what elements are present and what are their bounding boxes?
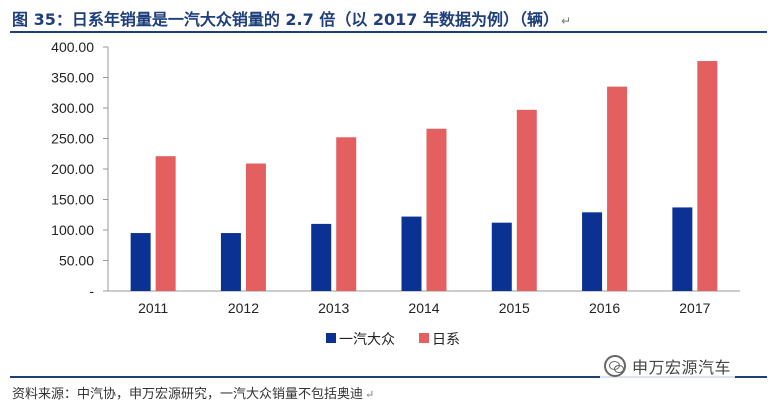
bar-faw-vw [401, 216, 422, 291]
legend-swatch [419, 333, 429, 343]
y-tick-label: 250.00 [51, 131, 94, 147]
figure-title-text: 图 35：日系年销量是一汽大众销量的 2.7 倍（以 2017 年数据为例）（辆… [12, 10, 559, 29]
source-text: 资料来源：中汽协，申万宏源研究，一汽大众销量不包括奥迪 [12, 387, 364, 402]
bar-japanese [697, 61, 718, 291]
y-tick-label: 100.00 [51, 222, 94, 238]
bar-faw-vw [491, 222, 512, 291]
bar-faw-vw [130, 233, 151, 291]
watermark: 申万宏源汽车 [600, 352, 736, 380]
x-tick-label: 2015 [499, 300, 530, 316]
y-tick-label: 350.00 [51, 70, 94, 86]
bar-faw-vw [672, 207, 693, 291]
bar-japanese [607, 86, 628, 292]
y-tick-label: - [89, 283, 94, 299]
x-tick-label: 2017 [679, 300, 710, 316]
source-return-mark: ↵ [365, 388, 375, 401]
bar-faw-vw [582, 212, 603, 291]
x-axis: 2011 2012 2013 2014 2015 2016 2017 [108, 290, 740, 316]
source-divider [10, 376, 767, 378]
y-tick-label: 150.00 [51, 192, 94, 208]
x-tick-label: 2014 [408, 300, 439, 316]
legend-swatch [326, 333, 336, 343]
bar-chart: - 50.00 100.00 150.00 200.00 250.00 300.00 350.… [51, 39, 740, 347]
bar-japanese [155, 156, 176, 291]
bar-japanese [516, 109, 537, 291]
bar-japanese [426, 128, 447, 291]
y-tick-label: 400.00 [51, 39, 94, 55]
legend: 一汽大众 日系 [326, 331, 460, 347]
x-tick-label: 2011 [138, 300, 168, 316]
source-note: 资料来源：中汽协，申万宏源研究，一汽大众销量不包括奥迪 ↵ [12, 383, 374, 402]
legend-label: 日系 [432, 331, 460, 347]
x-tick-label: 2012 [228, 300, 259, 316]
y-axis: - 50.00 100.00 150.00 200.00 250.00 300.00 350.… [51, 39, 109, 299]
x-tick-label: 2013 [318, 300, 349, 316]
figure-title: 图 35：日系年销量是一汽大众销量的 2.7 倍（以 2017 年数据为例）（辆… [12, 6, 571, 30]
y-tick-label: 50.00 [59, 253, 94, 269]
y-tick-label: 300.00 [51, 100, 94, 116]
legend-label: 一汽大众 [339, 331, 395, 347]
title-divider [10, 31, 767, 33]
bars [130, 61, 718, 292]
bar-faw-vw [311, 223, 332, 291]
bar-japanese [336, 137, 357, 291]
x-tick-label: 2016 [589, 300, 620, 316]
wechat-icon [604, 355, 626, 377]
title-return-mark: ↵ [561, 14, 572, 28]
watermark-text: 申万宏源汽车 [632, 358, 732, 377]
bar-japanese [245, 163, 266, 291]
bar-faw-vw [220, 233, 241, 291]
y-tick-label: 200.00 [51, 161, 94, 177]
